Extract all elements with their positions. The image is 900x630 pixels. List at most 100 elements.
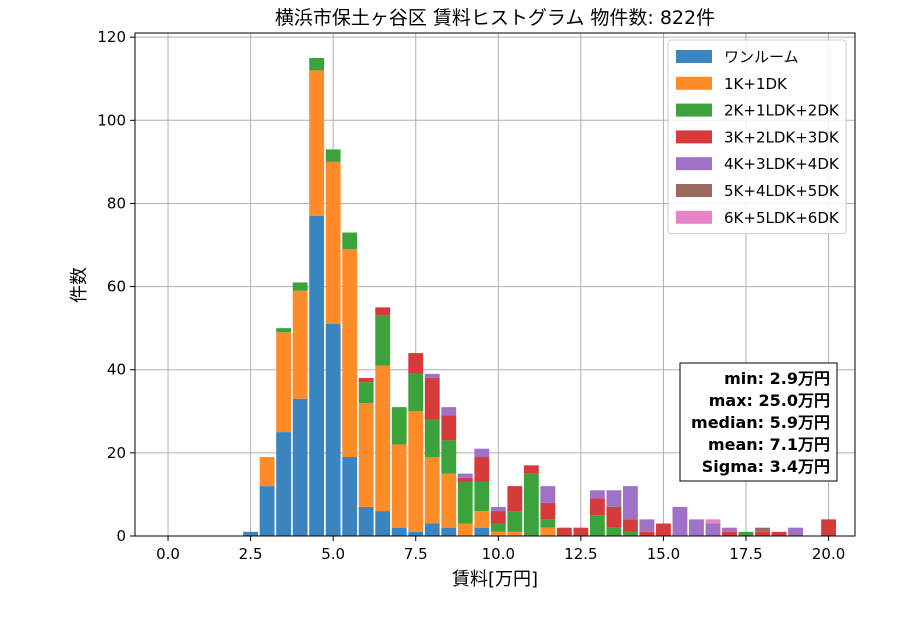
legend-swatch	[676, 103, 712, 117]
bar-series-3	[606, 506, 622, 528]
x-tick-label: 10.0	[482, 545, 515, 563]
legend-swatch	[676, 130, 712, 144]
bar-series-0	[342, 457, 358, 536]
bar-series-2	[606, 527, 622, 536]
legend-label: 3K+2LDK+3DK	[724, 128, 840, 146]
legend-label: 6K+5LDK+6DK	[724, 209, 840, 227]
bar-series-2	[424, 419, 440, 458]
stats-frame	[679, 362, 838, 482]
bar-series-1	[490, 531, 506, 536]
bar-series-3	[507, 486, 523, 512]
bar-series-4	[788, 527, 803, 536]
bar-series-3	[556, 527, 572, 536]
legend-swatch	[676, 76, 712, 90]
bar-series-3	[656, 523, 671, 536]
legend-swatch	[676, 50, 712, 63]
stats-line: max: 25.0万円	[709, 391, 830, 410]
legend: ワンルーム 1K+1DK 2K+1LDK+2DK 3K+2LDK+3DK 4K+3LDK…	[667, 39, 847, 235]
bar-series-3	[441, 415, 457, 441]
bar-series-0	[391, 527, 407, 536]
bar-series-1	[507, 531, 523, 536]
bar-series-1	[292, 290, 308, 399]
x-axis-ticks: 0.0 2.5 5.0 7.5 10.0 12.5 15.0 17.5 20.0	[156, 536, 845, 563]
y-axis-ticks: 0 20 40 60 80 100 120	[97, 28, 135, 545]
bar-series-1	[342, 249, 358, 458]
x-tick-label: 12.5	[564, 545, 597, 563]
bar-series-4	[589, 490, 605, 499]
bar-series-2	[408, 373, 424, 412]
y-tick-label: 120	[97, 28, 126, 46]
bar-series-0	[441, 527, 457, 536]
x-tick-label: 7.5	[404, 545, 428, 563]
bar-series-4	[689, 519, 704, 536]
bar-series-3	[622, 519, 638, 532]
bar-series-3	[639, 531, 655, 536]
bar-series-3	[722, 531, 737, 536]
bar-series-6	[705, 519, 721, 524]
bar-series-3	[573, 527, 589, 536]
bar-series-3	[490, 511, 506, 524]
bar-series-2	[309, 57, 325, 71]
y-tick-label: 40	[107, 361, 126, 379]
stats-box: min: 2.9万円 max: 25.0万円 median: 5.9万円 mean: …	[679, 362, 838, 482]
legend-box	[667, 39, 847, 235]
chart-title: 横浜市保土ヶ谷区 賃料ヒストグラム 物件数: 822件	[275, 7, 715, 29]
bar-series-1	[259, 457, 275, 487]
bar-series-1	[408, 411, 424, 532]
bar-series-1	[441, 473, 457, 528]
x-tick-label: 17.5	[729, 545, 762, 563]
bar-series-2	[490, 523, 506, 532]
bar-series-1	[358, 402, 374, 507]
bar-series-3	[408, 353, 424, 374]
bar-series-0	[325, 323, 341, 536]
x-tick-label: 20.0	[812, 545, 845, 563]
bar-series-0	[243, 531, 259, 536]
legend-label: 2K+1LDK+2DK	[724, 102, 840, 120]
bar-series-1	[540, 527, 556, 536]
bar-series-1	[457, 523, 473, 536]
stats-line: Sigma: 3.4万円	[702, 457, 830, 476]
bar-series-0	[424, 523, 440, 536]
bar-series-2	[292, 282, 308, 291]
bar-series-2	[507, 511, 523, 532]
stats-line: median: 5.9万円	[691, 413, 830, 432]
bar-series-0	[259, 486, 275, 536]
bar-series-2	[457, 481, 473, 524]
bar-series-3	[474, 457, 490, 482]
x-tick-label: 0.0	[156, 545, 180, 563]
bar-series-3	[540, 502, 556, 520]
bar-series-1	[375, 365, 391, 512]
bar-series-2	[523, 473, 539, 536]
bar-series-4	[672, 506, 688, 536]
bar-series-2	[375, 315, 391, 366]
bar-series-4	[622, 486, 638, 520]
bar-series-3	[771, 531, 787, 536]
bar-series-3	[424, 378, 440, 420]
y-tick-label: 0	[116, 527, 126, 545]
axes-frame	[134, 32, 856, 537]
bar-series-1	[391, 444, 407, 528]
bar-series-3	[821, 519, 837, 536]
stats-line: min: 2.9万円	[724, 369, 830, 388]
bar-series-4	[705, 523, 721, 536]
y-tick-label: 80	[107, 194, 126, 212]
bar-series-2	[738, 531, 754, 536]
bar-series-4	[474, 448, 490, 458]
y-axis-label: 件数	[69, 267, 90, 303]
bar-series-1	[474, 511, 490, 528]
x-axis-label: 賃料[万円]	[452, 569, 538, 590]
bar-series-2	[325, 149, 341, 162]
bar-series-4	[490, 506, 506, 512]
bar-series-4	[540, 486, 556, 503]
bar-series-0	[375, 511, 391, 536]
bar-series-1	[424, 457, 440, 524]
bar-series-4	[606, 490, 622, 507]
bar-series-0	[408, 531, 424, 536]
y-tick-label: 60	[107, 278, 126, 296]
legend-label: 4K+3LDK+4DK	[724, 155, 840, 173]
legend-swatch	[676, 157, 712, 171]
bar-series-1	[325, 161, 341, 324]
bar-series-2	[342, 232, 358, 250]
bar-series-4	[722, 527, 737, 532]
legend-label: ワンルーム	[724, 48, 799, 66]
